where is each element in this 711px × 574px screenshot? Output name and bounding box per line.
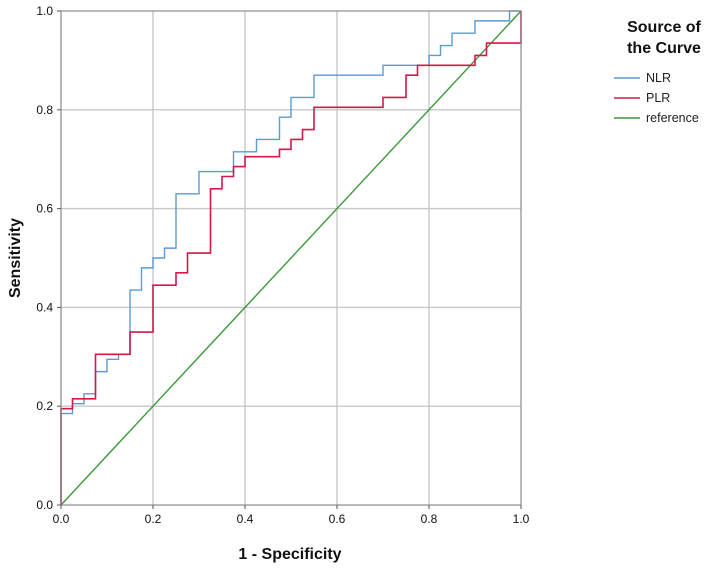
legend-title-line-1: Source of [627, 19, 701, 36]
series-line-plr [60, 11, 522, 505]
series-line-reference [60, 10, 522, 506]
x-tick-label: 0.2 [145, 512, 162, 526]
grid [61, 11, 521, 505]
series-layer [60, 10, 522, 506]
series-line-nlr [60, 10, 521, 505]
legend-label-nlr: NLR [646, 71, 671, 85]
legend-label-plr: PLR [646, 91, 670, 105]
legend: Source of the Curve NLR PLR reference [614, 19, 702, 125]
y-tick-label: 0.6 [36, 202, 53, 216]
y-tick-label: 0.0 [36, 498, 53, 512]
legend-title-line-2: the Curve [627, 40, 701, 57]
x-tick-label: 1.0 [513, 512, 530, 526]
tick-labels: 0.0 0.2 0.4 0.6 0.8 1.0 0.0 0.2 0.4 0.6 0.8 1.0 [36, 4, 529, 526]
y-tick-label: 0.4 [36, 300, 53, 314]
x-axis-title: 1 - Specificity [238, 546, 341, 563]
legend-label-reference: reference [646, 111, 699, 125]
x-tick-label: 0.6 [329, 512, 346, 526]
y-tick-label: 0.8 [36, 103, 53, 117]
x-tick-label: 0.8 [421, 512, 438, 526]
plot-frame [60, 10, 522, 506]
x-tick-label: 0.0 [53, 512, 70, 526]
y-axis-title: Sensitivity [7, 218, 24, 298]
axes [57, 10, 522, 509]
x-tick-label: 0.4 [237, 512, 254, 526]
y-tick-label: 1.0 [36, 4, 53, 18]
y-tick-label: 0.2 [36, 399, 53, 413]
legend-items: NLR PLR reference [614, 71, 699, 125]
